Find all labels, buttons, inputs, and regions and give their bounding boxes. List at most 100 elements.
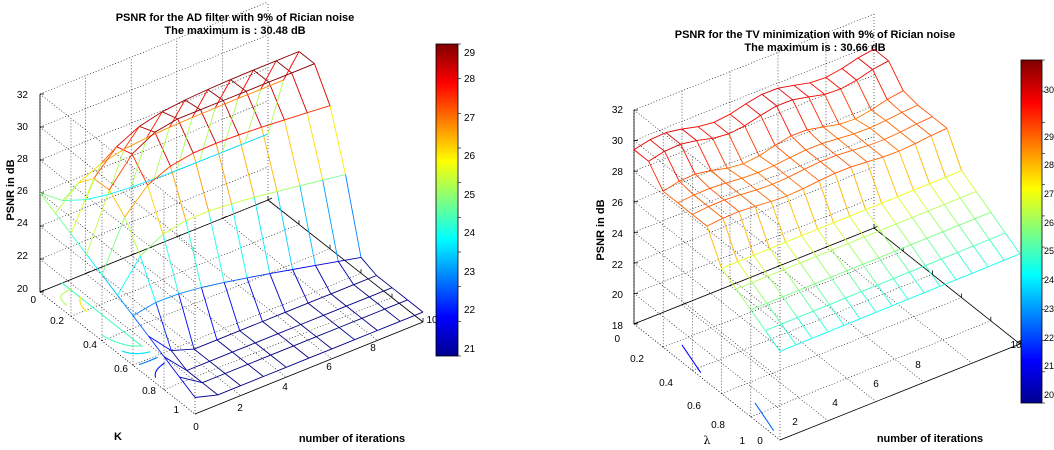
surface-line — [777, 84, 795, 89]
surface-line — [907, 292, 925, 300]
surface-line — [838, 123, 855, 135]
surface-line — [913, 183, 930, 191]
surface-line — [108, 153, 133, 191]
surface-line — [973, 239, 990, 247]
grid-line — [633, 197, 875, 294]
surface-line — [834, 173, 851, 217]
surface-line — [944, 197, 961, 205]
surface-line — [792, 96, 809, 101]
surface-line — [706, 225, 723, 269]
surface-line — [270, 345, 294, 356]
surface-line — [238, 134, 255, 198]
surface-line — [927, 210, 944, 233]
surface-line — [247, 354, 271, 365]
surface-line — [893, 278, 909, 300]
surface-line — [224, 373, 241, 387]
surface-line — [338, 317, 363, 328]
surface-line — [276, 191, 294, 270]
surface-line — [974, 211, 991, 220]
surface-line — [884, 139, 900, 152]
surface-line — [261, 119, 285, 128]
surface-line — [827, 324, 845, 333]
y-axis-label: K — [114, 431, 122, 443]
surface-line — [262, 311, 286, 322]
surface-line — [840, 88, 856, 120]
grid-line — [39, 291, 196, 415]
axes-box — [633, 13, 1021, 441]
surface-line — [78, 163, 102, 184]
surface-line — [177, 109, 201, 120]
surface-line — [756, 189, 772, 202]
surface-line — [292, 264, 316, 270]
surface-line — [987, 259, 1005, 268]
surface-line — [155, 302, 172, 351]
surface-line — [805, 143, 822, 151]
surface-line — [254, 190, 278, 198]
surface-line — [664, 151, 680, 182]
surface-line — [376, 275, 393, 289]
surface-line — [200, 287, 218, 341]
surface-line — [361, 308, 385, 319]
surface-line — [798, 290, 814, 312]
surface-line — [774, 135, 792, 146]
surface-line — [801, 235, 817, 257]
surface-line — [767, 275, 784, 298]
surface-line — [247, 363, 264, 377]
surface-line — [147, 185, 164, 235]
surface-line — [300, 324, 317, 338]
surface-line — [854, 109, 872, 120]
surface-line — [269, 269, 293, 275]
surface-line — [214, 98, 239, 109]
colorbar-tick: 29 — [464, 48, 476, 59]
surface-line — [338, 256, 362, 262]
surface-line — [124, 184, 148, 218]
surface-line — [946, 128, 963, 171]
axis-edge — [779, 343, 1021, 441]
surface-line — [184, 99, 201, 111]
surface-line — [822, 126, 839, 140]
z-axis: 18 20 22 24 26 28 30 32 PSNR in dB — [595, 105, 623, 332]
y-tick-mark — [222, 216, 227, 219]
surface-line — [648, 150, 665, 162]
x-tick: 10 — [1010, 340, 1022, 351]
chart-title: PSNR for the AD filter with 9% of Rician… — [116, 12, 355, 24]
surface-line — [829, 297, 846, 306]
surface-line — [253, 60, 277, 71]
surface-line — [766, 303, 782, 325]
surface-line — [898, 143, 916, 152]
surface-line — [200, 109, 217, 144]
surface-line — [677, 202, 693, 215]
z-axis: 20 22 24 26 28 30 32 PSNR in dB — [5, 90, 28, 295]
surface-line — [942, 224, 959, 233]
surface-line — [793, 82, 811, 86]
surface-line — [307, 302, 324, 316]
colorbar: 21 22 23 24 25 26 27 28 29 30 — [435, 43, 476, 357]
surface-line — [853, 133, 869, 146]
surface-line — [850, 161, 868, 168]
surface-line — [706, 217, 724, 227]
grid-line — [39, 166, 269, 260]
surface-line — [132, 315, 149, 337]
surface-line — [863, 236, 880, 259]
surface-line — [840, 79, 857, 90]
surface-line — [916, 116, 933, 125]
surface-line — [779, 344, 797, 352]
surface-line — [222, 100, 240, 136]
surface-line — [824, 88, 841, 95]
surface-line — [861, 291, 877, 313]
surface-line — [184, 89, 208, 101]
surface-line — [816, 249, 833, 257]
surface-line — [679, 173, 696, 182]
surface-line — [879, 230, 896, 252]
y-tick: 0.4 — [83, 340, 97, 351]
surface-line — [808, 93, 825, 98]
surface-line — [329, 105, 346, 175]
surface-line — [881, 196, 898, 204]
surface-line — [193, 142, 217, 154]
z-tick: 32 — [612, 105, 624, 116]
x-axis-label: number of iterations — [877, 433, 983, 445]
surface-line — [315, 265, 332, 295]
surface-line — [753, 248, 770, 256]
surface-line — [845, 297, 861, 320]
surface-line — [721, 261, 738, 269]
